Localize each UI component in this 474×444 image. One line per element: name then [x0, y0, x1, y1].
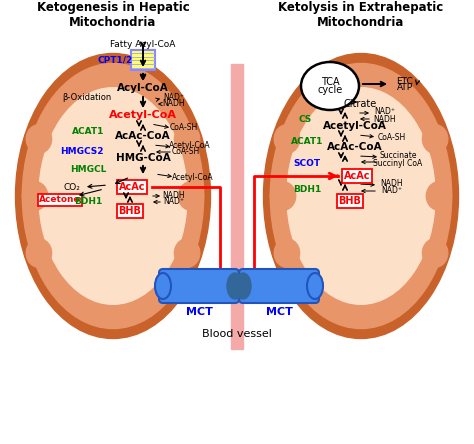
Text: NADH: NADH	[163, 99, 185, 108]
Text: TCA: TCA	[321, 77, 339, 87]
Text: Blood vessel: Blood vessel	[202, 329, 272, 339]
Text: BDH1: BDH1	[293, 186, 321, 194]
Ellipse shape	[174, 125, 200, 153]
Text: BDH1: BDH1	[74, 198, 102, 206]
Ellipse shape	[270, 63, 452, 329]
Text: CoA-SH: CoA-SH	[170, 123, 198, 132]
Ellipse shape	[422, 125, 448, 153]
Text: CoA-SH: CoA-SH	[378, 132, 406, 142]
FancyBboxPatch shape	[131, 50, 155, 70]
Ellipse shape	[426, 182, 452, 210]
Text: AcAc: AcAc	[119, 182, 145, 192]
Bar	[231, 64, 243, 349]
Text: HMG-CoA: HMG-CoA	[116, 153, 170, 163]
Text: Acetone: Acetone	[39, 195, 81, 205]
Text: BHB: BHB	[118, 206, 141, 216]
Text: Citrate: Citrate	[343, 99, 377, 109]
Text: NADH: NADH	[381, 179, 403, 189]
Ellipse shape	[301, 62, 359, 110]
Text: SCOT: SCOT	[293, 159, 320, 167]
Text: NADH: NADH	[163, 191, 185, 201]
Ellipse shape	[270, 182, 296, 210]
Text: Ketolysis in Extrahepatic
Mitochondria: Ketolysis in Extrahepatic Mitochondria	[278, 1, 444, 29]
Text: AcAc-CoA: AcAc-CoA	[115, 131, 171, 141]
Ellipse shape	[174, 239, 200, 267]
Text: CS: CS	[298, 115, 311, 123]
Text: Ketogenesis in Hepatic
Mitochondria: Ketogenesis in Hepatic Mitochondria	[36, 1, 190, 29]
Ellipse shape	[22, 182, 48, 210]
Text: Acetyl-CoA: Acetyl-CoA	[169, 142, 211, 151]
Text: BHB: BHB	[338, 196, 362, 206]
Text: Succinyl CoA: Succinyl CoA	[374, 159, 423, 167]
Ellipse shape	[307, 273, 323, 299]
Ellipse shape	[26, 125, 52, 153]
Ellipse shape	[22, 63, 204, 329]
Text: ETC: ETC	[397, 76, 413, 86]
Ellipse shape	[422, 239, 448, 267]
Ellipse shape	[227, 273, 243, 299]
Text: ATP: ATP	[397, 83, 413, 92]
Text: Acyl-CoA: Acyl-CoA	[117, 83, 169, 93]
Text: HMGCL: HMGCL	[70, 166, 106, 174]
FancyBboxPatch shape	[159, 269, 239, 303]
Text: Succinate: Succinate	[379, 151, 417, 160]
Ellipse shape	[39, 88, 187, 304]
Text: ACAT1: ACAT1	[291, 136, 323, 146]
Ellipse shape	[155, 273, 171, 299]
Text: AcAc-CoA: AcAc-CoA	[327, 142, 383, 152]
Text: CPT1/2: CPT1/2	[97, 56, 133, 64]
Text: Acetyl-CoA: Acetyl-CoA	[109, 110, 177, 120]
Text: NADH: NADH	[374, 115, 396, 123]
Ellipse shape	[287, 88, 435, 304]
Ellipse shape	[274, 125, 300, 153]
Ellipse shape	[264, 53, 458, 338]
Text: Acetyl-CoA: Acetyl-CoA	[172, 173, 214, 182]
Text: β-Oxidation: β-Oxidation	[63, 94, 111, 103]
Text: Fatty Acyl-CoA: Fatty Acyl-CoA	[110, 40, 176, 49]
Ellipse shape	[274, 239, 300, 267]
Text: ACAT1: ACAT1	[72, 127, 104, 135]
Text: MCT: MCT	[265, 307, 292, 317]
Text: Acetyl-CoA: Acetyl-CoA	[323, 121, 387, 131]
Text: MCT: MCT	[185, 307, 212, 317]
Text: NAD⁺: NAD⁺	[164, 92, 184, 102]
Text: CO₂: CO₂	[64, 182, 81, 191]
Text: HMGCS2: HMGCS2	[60, 147, 104, 155]
Text: CoA-SH: CoA-SH	[172, 147, 200, 156]
Ellipse shape	[235, 273, 251, 299]
Ellipse shape	[178, 182, 204, 210]
Text: AcAc: AcAc	[344, 171, 370, 181]
FancyBboxPatch shape	[239, 269, 319, 303]
Text: NAD⁺: NAD⁺	[164, 198, 184, 206]
Ellipse shape	[26, 239, 52, 267]
Text: NAD⁺: NAD⁺	[382, 186, 402, 195]
Text: NAD⁺: NAD⁺	[374, 107, 395, 116]
Text: cycle: cycle	[318, 85, 343, 95]
Ellipse shape	[16, 53, 210, 338]
